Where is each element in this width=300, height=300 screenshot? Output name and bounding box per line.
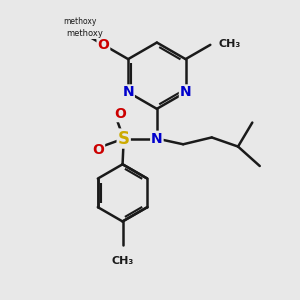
Text: CH₃: CH₃ xyxy=(111,256,134,266)
Text: O: O xyxy=(115,107,127,121)
Text: O: O xyxy=(92,143,104,157)
Text: CH₃: CH₃ xyxy=(219,39,241,49)
Text: O: O xyxy=(98,38,109,52)
Text: N: N xyxy=(122,85,134,99)
Text: methoxy: methoxy xyxy=(63,17,97,26)
Text: methoxy: methoxy xyxy=(66,29,103,38)
Text: N: N xyxy=(180,85,191,99)
Text: N: N xyxy=(151,132,163,145)
Text: S: S xyxy=(118,130,130,148)
